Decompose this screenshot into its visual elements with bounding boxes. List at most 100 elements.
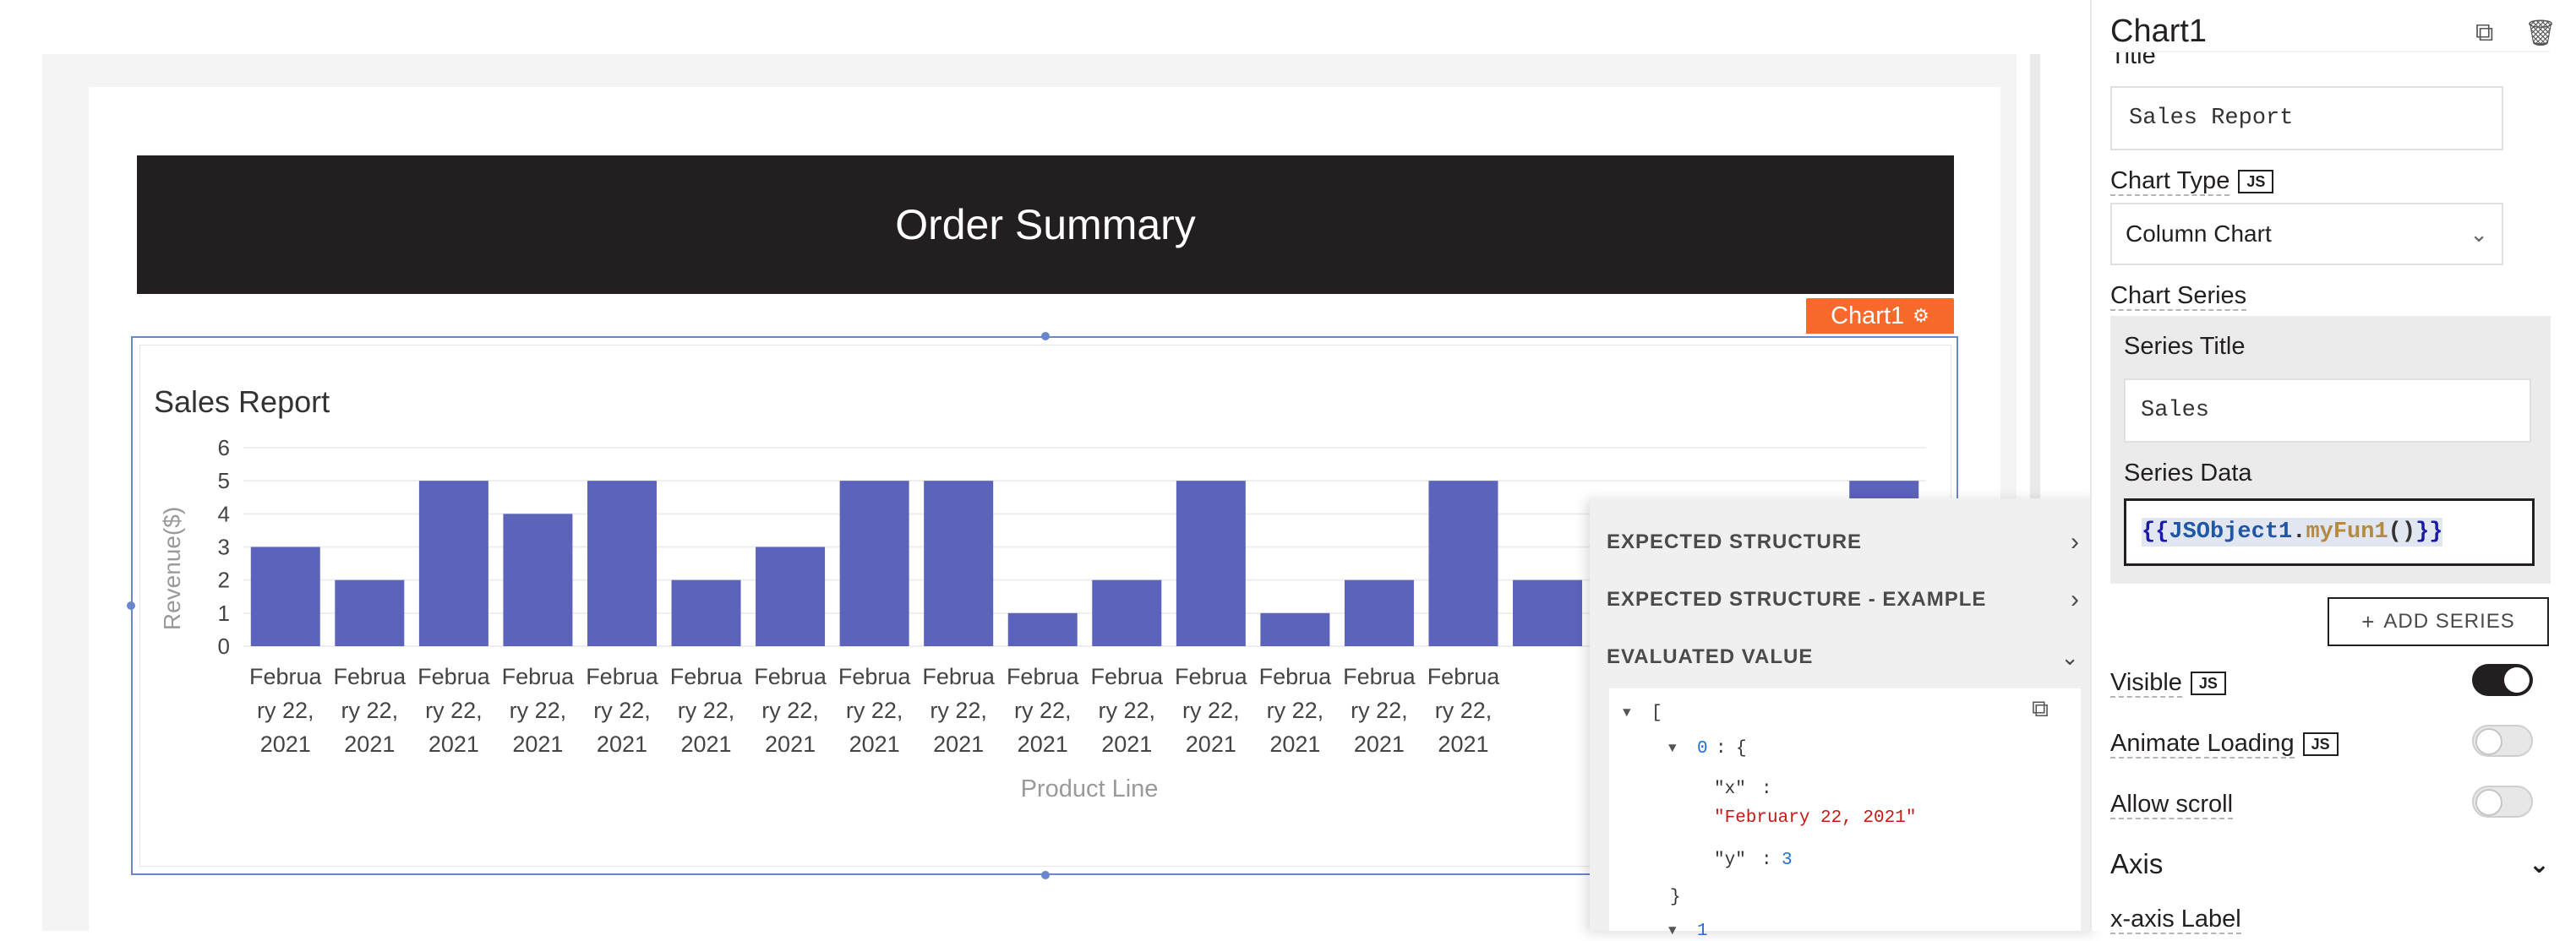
json-index: 0 xyxy=(1697,739,1708,759)
expected-structure-example-row[interactable]: EXPECTED STRUCTURE - EXAMPLE › xyxy=(1607,571,2080,628)
series-data-input[interactable]: {{JSObject1.myFun1()}} xyxy=(2124,498,2535,566)
evaluated-value-label: EVALUATED VALUE xyxy=(1607,645,1814,668)
expected-structure-example-label: EXPECTED STRUCTURE - EXAMPLE xyxy=(1607,588,1987,611)
delete-icon[interactable]: 🗑 xyxy=(2524,19,2557,47)
chart-bar xyxy=(1260,612,1330,646)
json-colon: : xyxy=(1716,739,1727,759)
json-colon: : xyxy=(1761,851,1772,870)
chart-bar xyxy=(1344,579,1414,646)
series-title-label: Series Title xyxy=(2124,333,2246,360)
chart-bar xyxy=(1513,579,1583,646)
resize-handle-bottom[interactable] xyxy=(1041,871,1050,879)
series-title-input[interactable]: Sales xyxy=(2124,378,2531,443)
series-card: Series Title Sales Series Data {{JSObjec… xyxy=(2110,316,2551,584)
x-tick-label: Februa ry 22, 2021 xyxy=(586,664,659,757)
allow-scroll-label: Allow scroll xyxy=(2110,791,2234,819)
evaluated-value-json: ▼ [ ⧉ ▼ 0 : { "x" : "February 22, 2021" … xyxy=(1609,688,2081,941)
x-tick-label: Februa ry 22, 2021 xyxy=(922,664,996,757)
x-tick-label: Februa ry 22, 2021 xyxy=(1259,664,1333,757)
title-label: Title xyxy=(2110,52,2156,69)
json-key-y: "y" xyxy=(1714,851,1746,870)
copy-widget-icon[interactable]: ⧉ xyxy=(2475,19,2494,46)
series-data-binding: {{JSObject1.myFun1()}} xyxy=(2142,518,2443,547)
toggle-knob xyxy=(2475,789,2502,816)
json-value-x: "February 22, 2021" xyxy=(1714,808,1917,828)
widget-name[interactable]: Chart1 xyxy=(2110,14,2208,49)
y-tick-label: 3 xyxy=(218,535,230,560)
x-tick-label: Februa ry 22, 2021 xyxy=(1343,664,1416,757)
visible-toggle[interactable] xyxy=(2472,664,2533,696)
evaluated-value-row[interactable]: EVALUATED VALUE ⌄ xyxy=(1607,628,2080,686)
collapse-toggle-icon[interactable]: ▼ xyxy=(1668,741,1677,756)
js-toggle-chart-type[interactable]: JS xyxy=(2238,170,2274,194)
copy-icon[interactable]: ⧉ xyxy=(2032,698,2049,724)
x-axis-label: Product Line xyxy=(1021,775,1159,802)
toggle-knob xyxy=(2475,728,2502,755)
chart-bar xyxy=(250,547,320,646)
chart-type-dropdown[interactable]: Column Chart ⌄ xyxy=(2110,203,2503,265)
json-brace-open: { xyxy=(1736,739,1747,759)
chevron-right-icon: › xyxy=(2071,585,2080,613)
js-toggle-animate[interactable]: JS xyxy=(2302,732,2339,757)
property-pane: Chart1 ⧉ 🗑 Title Sales Report Chart Type… xyxy=(2090,0,2576,934)
chart-type-value: Column Chart xyxy=(2126,220,2272,247)
animate-loading-toggle[interactable] xyxy=(2472,725,2533,757)
axis-section-header[interactable]: Axis ⌄ xyxy=(2110,848,2550,880)
js-toggle-visible[interactable]: JS xyxy=(2190,672,2226,696)
chart-type-label: Chart Type JS xyxy=(2110,167,2274,196)
plus-icon: + xyxy=(2361,608,2376,634)
chart-bar xyxy=(503,514,573,646)
chart-title: Sales Report xyxy=(154,384,330,419)
x-tick-label: Februa ry 22, 2021 xyxy=(249,664,323,757)
chevron-down-icon: ⌄ xyxy=(2060,644,2080,670)
chevron-right-icon: › xyxy=(2071,528,2080,556)
series-data-label: Series Data xyxy=(2124,460,2252,487)
x-tick-label: Februa ry 22, 2021 xyxy=(754,664,827,757)
series-title-value: Sales xyxy=(2141,398,2210,423)
resize-handle-top[interactable] xyxy=(1041,332,1050,340)
chart-widget-tag-label: Chart1 xyxy=(1831,302,1905,329)
resize-handle-left[interactable] xyxy=(127,601,135,610)
y-axis-ticks: 0 1 2 3 4 5 6 xyxy=(218,435,230,659)
chart-bar xyxy=(839,481,909,646)
axis-section-label: Axis xyxy=(2110,848,2164,879)
collapse-toggle-icon[interactable]: ▼ xyxy=(1623,705,1631,721)
x-tick-label: Februa ry 22, 2021 xyxy=(838,664,912,757)
chart-bar xyxy=(587,481,657,646)
chart-widget-tag[interactable]: Chart1 ⚙ xyxy=(1806,298,1954,334)
y-tick-label: 5 xyxy=(218,468,230,493)
chart-bar xyxy=(1176,481,1246,646)
x-tick-label: Februa ry 22, 2021 xyxy=(1007,664,1080,757)
y-tick-label: 4 xyxy=(218,501,230,526)
chart-bar xyxy=(1092,579,1162,646)
json-colon: : xyxy=(1761,780,1772,799)
allow-scroll-toggle[interactable] xyxy=(2472,786,2533,818)
y-tick-label: 2 xyxy=(218,568,230,593)
json-value-y: 3 xyxy=(1782,851,1793,870)
add-series-button[interactable]: + ADD SERIES xyxy=(2328,597,2549,646)
animate-loading-label: Animate Loading JS xyxy=(2110,730,2339,759)
collapse-toggle-icon[interactable]: ▼ xyxy=(1668,923,1677,938)
chart-series-label: Chart Series xyxy=(2110,282,2247,311)
order-summary-title: Order Summary xyxy=(895,201,1196,248)
x-axis-label-field: x-axis Label xyxy=(2110,906,2241,934)
order-summary-header[interactable]: Order Summary xyxy=(137,155,1954,294)
add-series-label: ADD SERIES xyxy=(2383,610,2515,633)
chart-bar xyxy=(1007,612,1078,646)
toggle-knob xyxy=(2504,667,2530,693)
chart-bar xyxy=(671,579,741,646)
title-input-value: Sales Report xyxy=(2129,106,2294,131)
header-divider xyxy=(2110,51,2550,52)
chart-bar xyxy=(418,481,488,646)
chart-bar xyxy=(1428,481,1498,646)
x-tick-label: Februa ry 22, 2021 xyxy=(334,664,407,757)
x-tick-label: Februa ry 22, 2021 xyxy=(1090,664,1164,757)
json-brace-close: } xyxy=(1670,888,1681,907)
json-key-x: "x" xyxy=(1714,780,1746,799)
gear-icon[interactable]: ⚙ xyxy=(1913,305,1929,326)
chart-bar xyxy=(335,579,405,646)
title-input[interactable]: Sales Report xyxy=(2110,86,2503,150)
expected-structure-row[interactable]: EXPECTED STRUCTURE › xyxy=(1607,514,2080,571)
chevron-down-icon: ⌄ xyxy=(2470,220,2488,247)
